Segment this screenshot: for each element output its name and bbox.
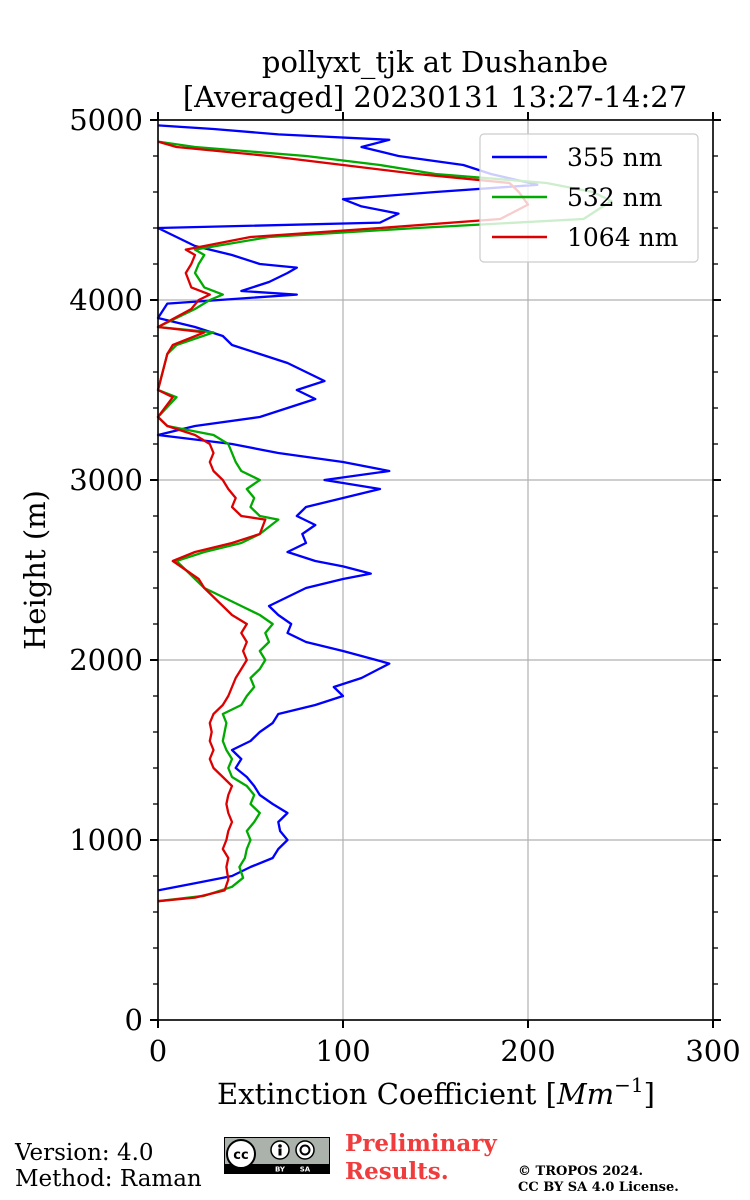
legend-label: 532 nm [567, 183, 663, 212]
x-tick-label: 100 [315, 1034, 370, 1068]
y-tick-label: 4000 [69, 283, 143, 317]
cc-by-sa-badge: cc BY SA [224, 1137, 330, 1174]
copyright-line2: CC BY SA 4.0 License. [518, 1180, 679, 1195]
x-axis-label: Extinction Coefficient [Mm−1] [217, 1073, 655, 1111]
series-line-532-nm [156, 140, 613, 903]
x-tick-label: 0 [149, 1034, 167, 1068]
preliminary-label-line1: Preliminary [345, 1130, 497, 1157]
chart-subtitle: [Averaged] 20230131 13:27-14:27 [183, 80, 687, 114]
series-layer [156, 124, 613, 903]
version-text: Version: 4.0 [15, 1140, 154, 1166]
sa-sharealike-icon [295, 1140, 315, 1160]
cc-sa-label: SA [300, 1166, 311, 1174]
x-axis-label-exponent: −1 [614, 1073, 643, 1097]
method-text: Method: Raman [15, 1166, 202, 1192]
y-axis-label: Height (m) [18, 490, 52, 650]
x-axis-label-close: ] [644, 1077, 655, 1111]
cc-by-label: BY [275, 1166, 286, 1174]
plot-frame [157, 119, 714, 1021]
extinction-chart: pollyxt_tjk at Dushanbe [Averaged] 20230… [18, 45, 741, 1111]
legend-box [479, 133, 699, 263]
chart-title: pollyxt_tjk at Dushanbe [262, 45, 608, 80]
cc-logo-text: cc [233, 1148, 248, 1163]
legend: 355 nm 532 nm 1064 nm [479, 133, 699, 263]
cc-logo-icon [226, 1139, 256, 1169]
preliminary-label-line2: Results. [345, 1158, 449, 1185]
legend-label: 355 nm [567, 143, 663, 172]
y-tick-label: 1000 [69, 823, 143, 857]
y-tick-label: 3000 [69, 463, 143, 497]
x-axis-label-unit: Mm [556, 1077, 614, 1111]
y-tick-label: 2000 [69, 643, 143, 677]
series-line-355-nm [156, 124, 539, 892]
x-axis-label-main: Extinction Coefficient [ [217, 1077, 557, 1111]
x-tick-label: 300 [685, 1034, 740, 1068]
copyright-line1: © TROPOS 2024. [518, 1164, 644, 1179]
legend-label: 1064 nm [567, 223, 679, 252]
y-tick-label: 0 [125, 1003, 143, 1037]
series-line-1064-nm [156, 140, 530, 903]
x-tick-label: 200 [500, 1034, 555, 1068]
y-tick-label: 5000 [69, 103, 143, 137]
